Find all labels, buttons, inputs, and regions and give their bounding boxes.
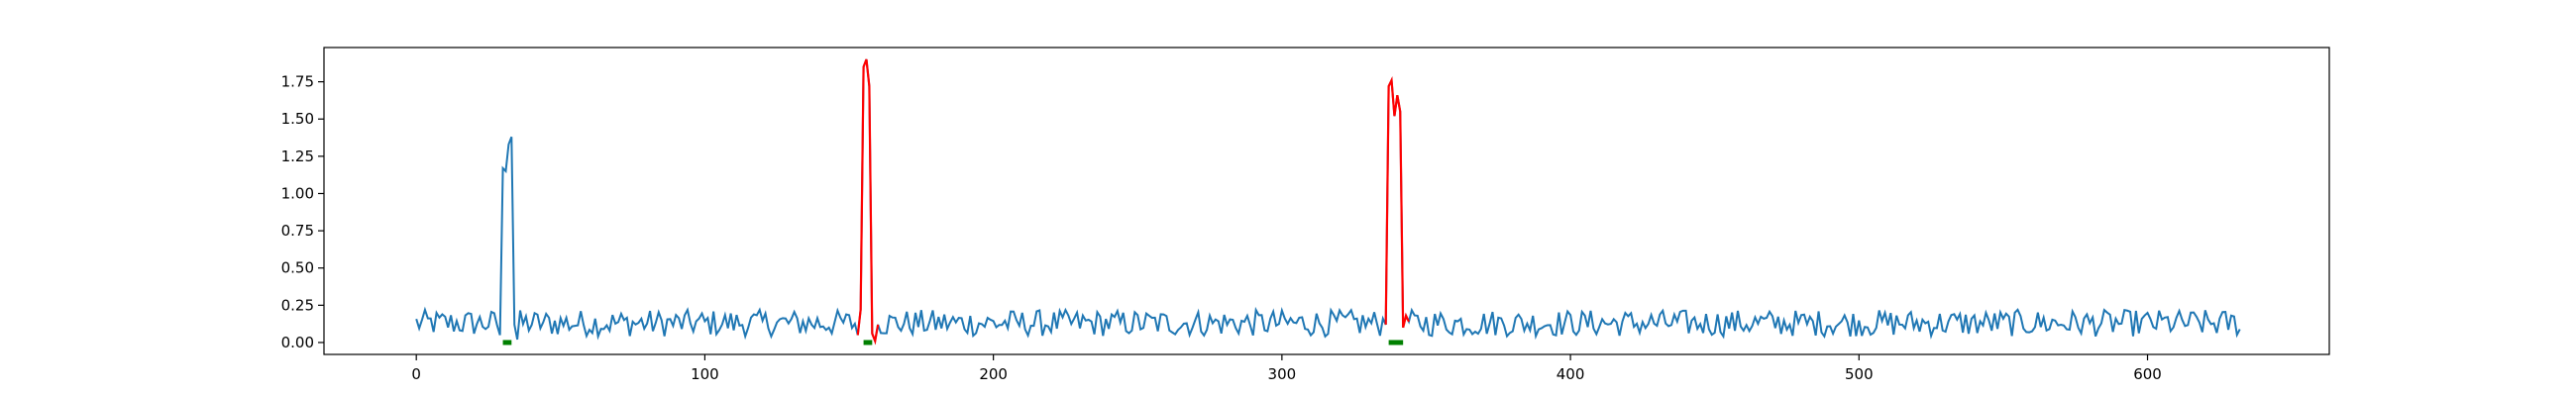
x-tick-label: 200 [979,365,1008,383]
y-axis: 0.00 0.25 0.50 0.75 1.00 1.25 1.50 1.75 [281,73,324,351]
highlighted-segment [856,58,880,346]
x-tick-label: 0 [411,365,421,383]
y-tick-label: 1.75 [281,73,314,91]
y-tick-label: 1.50 [281,110,314,128]
highlighted-segment [1384,75,1410,329]
axes-frame [323,47,2330,355]
plot-area [324,48,2329,354]
y-tick-label: 1.00 [281,184,314,202]
y-tick-label: 0.25 [281,296,314,314]
x-tick-label: 100 [691,365,719,383]
x-tick-label: 500 [1845,365,1874,383]
y-tick-label: 0.00 [281,334,314,351]
series-layer [415,58,2241,346]
x-axis: 0 100 200 300 400 500 600 [411,354,2162,383]
x-tick-label: 600 [2133,365,2162,383]
x-tick-label: 400 [1556,365,1585,383]
signal-line [415,58,2241,346]
y-tick-label: 1.25 [281,148,314,165]
x-tick-label: 300 [1268,365,1297,383]
y-tick-label: 0.50 [281,259,314,277]
y-tick-label: 0.75 [281,222,314,240]
